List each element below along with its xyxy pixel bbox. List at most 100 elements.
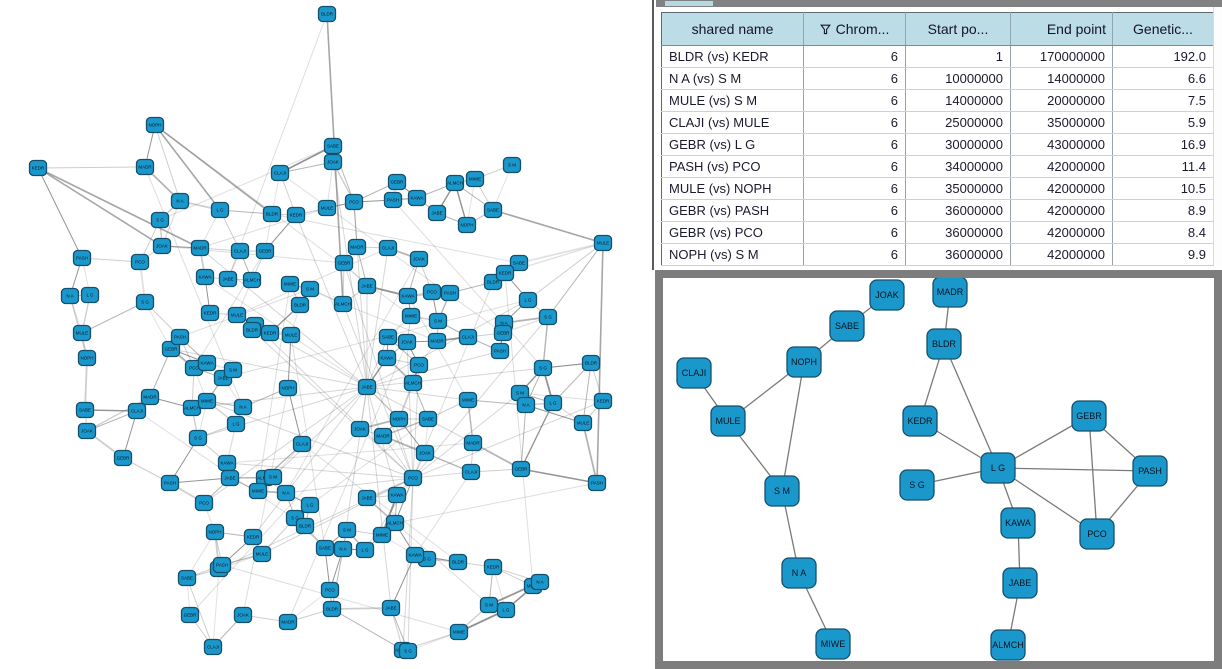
table-cell[interactable]: 10000000 xyxy=(905,67,1011,90)
table-cell[interactable]: 8.9 xyxy=(1112,199,1214,222)
table-row[interactable]: MULE (vs) S M 6 14000000 20000000 7.5 xyxy=(661,89,1214,112)
table-cell[interactable]: GEBR (vs) PASH xyxy=(661,199,804,222)
network-node[interactable]: N A xyxy=(233,398,253,416)
network-node[interactable]: JABE xyxy=(220,469,240,487)
network-node[interactable]: KAWA xyxy=(197,354,217,372)
network-node[interactable]: S M xyxy=(223,361,243,379)
table-cell[interactable]: PASH (vs) PCO xyxy=(661,155,804,178)
network-node[interactable]: MADR xyxy=(463,434,483,452)
network-node[interactable]: ALMCH xyxy=(403,374,423,392)
table-cell[interactable]: 42000000 xyxy=(1010,155,1113,178)
network-node[interactable]: PCO xyxy=(130,253,150,271)
network-node[interactable]: S M xyxy=(479,596,499,614)
table-cell[interactable]: 35000000 xyxy=(1010,111,1113,134)
table-cell[interactable]: 6 xyxy=(803,177,906,200)
network-node[interactable]: S G xyxy=(135,293,155,311)
table-panel-tab[interactable] xyxy=(665,1,713,6)
network-node[interactable]: ALMCH xyxy=(242,271,262,289)
table-cell[interactable]: 16.9 xyxy=(1112,133,1214,156)
network-node[interactable]: KEDR xyxy=(243,528,263,546)
network-node[interactable]: BLDR xyxy=(448,553,468,571)
network-node[interactable]: L G xyxy=(518,291,538,309)
network-node[interactable]: NOPH xyxy=(389,410,409,428)
network-node[interactable]: L G xyxy=(355,541,375,559)
network-node[interactable]: JOAK xyxy=(152,237,172,255)
network-node-claji[interactable]: CLAJI xyxy=(676,357,712,389)
table-row[interactable]: GEBR (vs) PASH 6 36000000 42000000 8.9 xyxy=(661,199,1214,222)
table-cell[interactable]: 6 xyxy=(803,89,906,112)
network-node[interactable]: JOAK xyxy=(397,333,417,351)
network-node-gebr[interactable]: GEBR xyxy=(1071,400,1107,432)
network-node[interactable]: PCO xyxy=(344,193,364,211)
network-node[interactable]: BLDR xyxy=(581,354,601,372)
network-node[interactable]: JABE xyxy=(357,277,377,295)
table-row[interactable]: MULE (vs) NOPH 6 35000000 42000000 10.5 xyxy=(661,177,1214,200)
network-node[interactable]: PCO xyxy=(320,581,340,599)
network-node[interactable]: PASH xyxy=(490,342,510,360)
network-node[interactable]: PCO xyxy=(422,283,442,301)
table-cell[interactable]: 6 xyxy=(803,199,906,222)
network-node[interactable]: S G xyxy=(150,211,170,229)
network-node[interactable]: S G xyxy=(533,359,553,377)
table-cell[interactable]: 170000000 xyxy=(1010,45,1113,68)
network-node[interactable]: ALMCH xyxy=(445,174,465,192)
table-cell[interactable]: 36000000 xyxy=(905,199,1011,222)
network-node-s-m[interactable]: S M xyxy=(764,475,800,507)
network-node[interactable]: L G xyxy=(543,394,563,412)
network-node[interactable]: S M xyxy=(428,312,448,330)
table-cell[interactable]: 36000000 xyxy=(905,221,1011,244)
network-node[interactable]: PCO xyxy=(409,356,429,374)
network-node[interactable]: NOPH xyxy=(145,116,165,134)
network-node[interactable]: N A xyxy=(60,287,80,305)
network-node[interactable]: L G xyxy=(80,286,100,304)
network-node[interactable]: S M xyxy=(337,521,357,539)
network-node-pco[interactable]: PCO xyxy=(1079,518,1115,550)
network-node[interactable]: CLAJI xyxy=(461,463,481,481)
network-node[interactable]: JABE xyxy=(357,378,377,396)
table-cell[interactable]: 6 xyxy=(803,155,906,178)
network-node-n-a[interactable]: N A xyxy=(781,557,817,589)
network-node-s-g[interactable]: S G xyxy=(899,469,935,501)
table-cell[interactable]: 42000000 xyxy=(1010,199,1113,222)
network-node[interactable]: SABE xyxy=(75,401,95,419)
network-node[interactable]: S M xyxy=(502,156,522,174)
network-node[interactable]: GEBR xyxy=(113,449,133,467)
network-node[interactable]: MIWE xyxy=(280,275,300,293)
network-node[interactable]: JOAK xyxy=(233,606,253,624)
network-node[interactable]: L G xyxy=(300,496,320,514)
network-node-kawa[interactable]: KAWA xyxy=(1000,507,1036,539)
network-node[interactable]: MADR xyxy=(135,158,155,176)
table-cell[interactable]: 14000000 xyxy=(1010,67,1113,90)
table-cell[interactable]: 6 xyxy=(803,67,906,90)
network-node[interactable]: BLDR xyxy=(317,5,337,23)
network-node[interactable]: BLDR xyxy=(262,205,282,223)
network-node[interactable]: MADR xyxy=(190,239,210,257)
column-header-genetic[interactable]: Genetic... xyxy=(1112,12,1214,46)
network-node[interactable]: SABE xyxy=(177,569,197,587)
table-cell[interactable]: GEBR (vs) PCO xyxy=(661,221,804,244)
network-node[interactable]: BLDR xyxy=(242,321,262,339)
network-node[interactable]: PASH xyxy=(383,191,403,209)
network-node[interactable]: ALMCH xyxy=(333,295,353,313)
network-node[interactable]: MIWE xyxy=(458,391,478,409)
column-header-start-position[interactable]: Start po... xyxy=(905,12,1011,46)
table-row[interactable]: CLAJI (vs) MULE 6 25000000 35000000 5.9 xyxy=(661,111,1214,134)
network-node[interactable]: KAWA xyxy=(398,287,418,305)
table-row[interactable]: PASH (vs) PCO 6 34000000 42000000 11.4 xyxy=(661,155,1214,178)
network-node[interactable]: KAWA xyxy=(407,189,427,207)
network-node-pash[interactable]: PASH xyxy=(1132,455,1168,487)
table-cell[interactable]: 10.5 xyxy=(1112,177,1214,200)
column-header-shared-name[interactable]: shared name xyxy=(661,12,804,46)
table-cell[interactable]: 42000000 xyxy=(1010,177,1113,200)
network-node[interactable]: MULE xyxy=(72,324,92,342)
table-cell[interactable]: 192.0 xyxy=(1112,45,1214,68)
network-node[interactable]: N A xyxy=(276,484,296,502)
network-node[interactable]: ALMCH xyxy=(385,514,405,532)
network-node[interactable]: BLDR xyxy=(290,296,310,314)
network-node[interactable]: GEBR xyxy=(180,606,200,624)
network-node[interactable]: N A xyxy=(333,540,353,558)
table-cell[interactable]: CLAJI (vs) MULE xyxy=(661,111,804,134)
table-cell[interactable]: 6 xyxy=(803,111,906,134)
network-node[interactable]: MIWE xyxy=(449,623,469,641)
network-node[interactable]: CLAJI xyxy=(127,402,147,420)
